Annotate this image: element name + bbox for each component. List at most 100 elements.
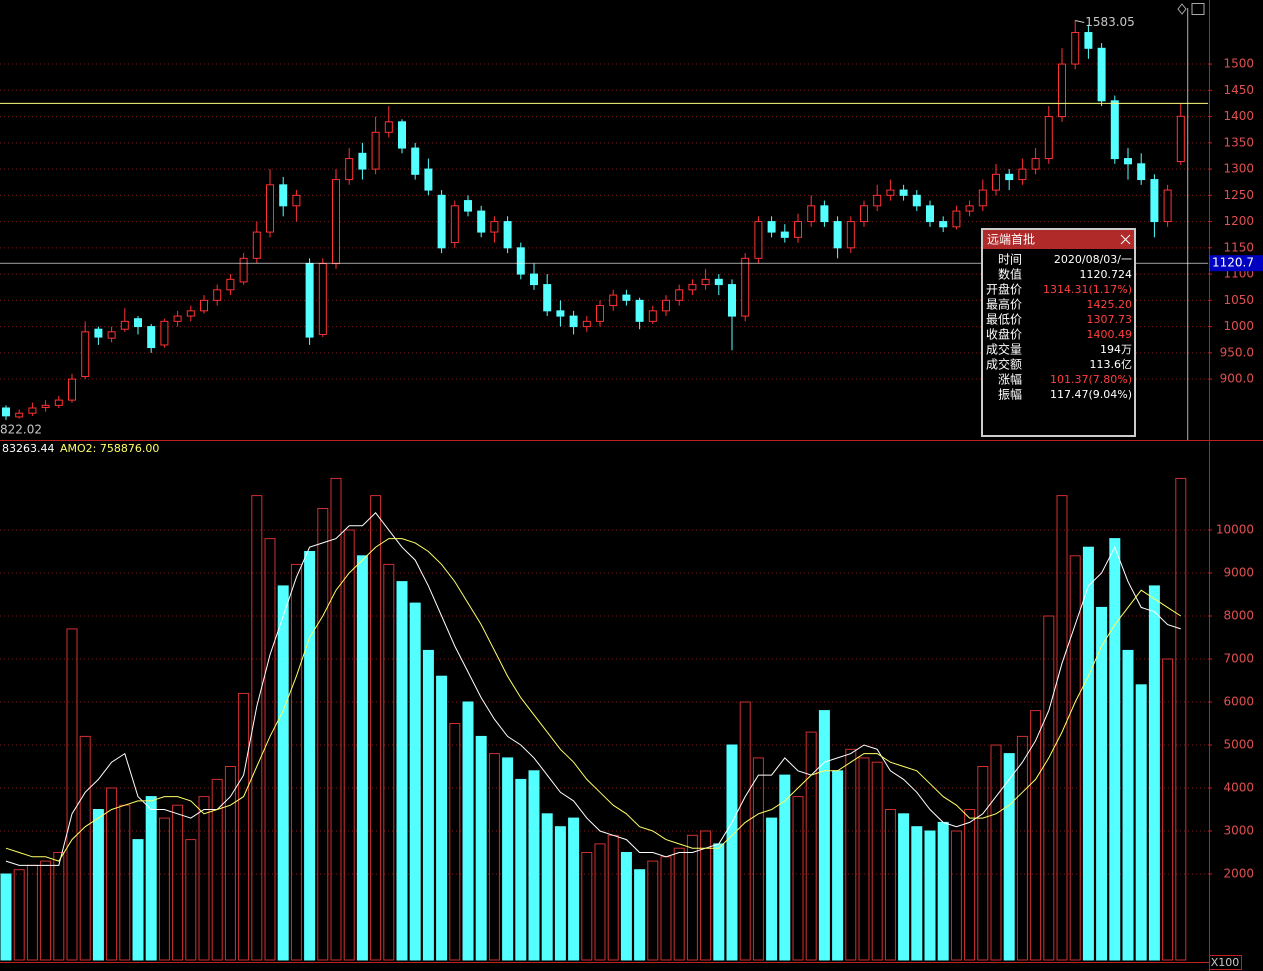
volume-tick-label: 3000 [1223,824,1254,838]
info-row-value: 101.37(7.80%) [1050,373,1132,386]
volume-bar [673,847,685,961]
candle-body [358,152,367,170]
volume-bar [1135,684,1147,961]
candle-body [1031,158,1040,170]
price-tick-label: 1500 [1223,57,1254,71]
volume-bar [370,495,382,961]
volume-bar [290,563,302,961]
volume-tick-label: 4000 [1223,781,1254,795]
volume-bar [937,821,949,961]
price-tick-label: 1200 [1223,214,1254,228]
candle-body [846,221,855,249]
candle-body [1084,32,1093,49]
volume-bar [40,860,52,961]
price-tick-label: 1150 [1223,240,1254,254]
volume-bar [502,757,514,961]
volume-bar [647,860,659,961]
volume-bar [541,813,553,961]
volume-bar [0,873,12,961]
candle-body [582,320,591,328]
candle-body [345,158,354,181]
volume-bar [924,830,936,961]
volume-bar [1030,710,1042,961]
volume-bar [383,563,395,961]
candle-body [68,378,76,401]
volume-bar [462,701,474,961]
candle-body [1124,158,1132,165]
candle-body [252,231,261,259]
candle-body [1150,179,1159,223]
candle-body [318,263,327,335]
candle-body [873,194,882,207]
candle-body [411,147,420,175]
volume-ma-line [5,538,1182,862]
volume-bar [634,869,646,961]
info-row-value: 117.47(9.04%) [1050,388,1132,401]
volume-bar [264,538,276,961]
candle-body [81,331,90,377]
volume-bar [713,843,725,961]
candle-body [332,179,340,265]
volume-bar [1016,735,1028,961]
candle-body [186,310,195,317]
volume-bar [884,809,896,961]
candle-body [543,284,552,312]
candle-body [1163,189,1172,223]
volume-bar [409,602,421,961]
candle-body [635,299,644,322]
candle-body [160,320,169,346]
grid: 900.0950.0100010501100115012001250130013… [0,57,1254,881]
volume-bar [66,628,78,961]
volume-bar [686,834,698,961]
volume-bar [898,813,910,961]
min-label: 822.02 [0,423,42,437]
volume-bar [515,778,527,961]
candle-body [266,184,274,233]
price-tick-label: 1300 [1223,162,1254,176]
diamond-icon[interactable] [1177,3,1187,15]
volume-bar [488,753,500,961]
volume-bar [1082,546,1094,961]
volume-bar [832,770,844,961]
volume-bar [950,830,962,961]
volume-bar [1096,606,1108,961]
volume-bar [436,675,448,961]
candle-body [1044,116,1053,160]
candle-body [622,294,631,301]
info-row-value: 1400.49 [1087,328,1133,341]
volume-tick-label: 9000 [1223,566,1254,580]
volume-bar [396,581,408,961]
candle-body [384,121,393,133]
candle-body [728,284,736,317]
candle-body [675,289,684,301]
candle-body [437,194,446,249]
candle-body [741,257,750,317]
info-row-label: 最低价 [986,313,1022,327]
candle-body [94,328,103,338]
volume-bar [172,804,184,961]
cursor-label-box [1209,255,1263,272]
close-icon[interactable] [1120,234,1131,245]
price-tick-label: 1250 [1223,188,1254,202]
volume-bar [1056,495,1068,961]
candle-body [767,221,776,233]
unit-box [1209,955,1242,970]
price-tick-label: 1050 [1223,293,1254,307]
candle-body [780,231,789,238]
volume-bar [964,809,976,961]
candle-body [1110,100,1119,160]
volume-bar [977,766,989,961]
candle-body [120,320,129,330]
price-tick-label: 1350 [1223,135,1254,149]
volume-bar [449,723,461,961]
candle-body [279,184,288,207]
window-icon[interactable] [1191,3,1205,15]
volume-bar [1069,555,1081,961]
volume-bar [185,839,197,961]
candle-body [1071,32,1080,65]
info-row-label: 最高价 [986,297,1022,312]
volume-bar [792,796,804,961]
volume-bar [317,508,329,961]
price-tick-label: 900.0 [1220,372,1254,386]
